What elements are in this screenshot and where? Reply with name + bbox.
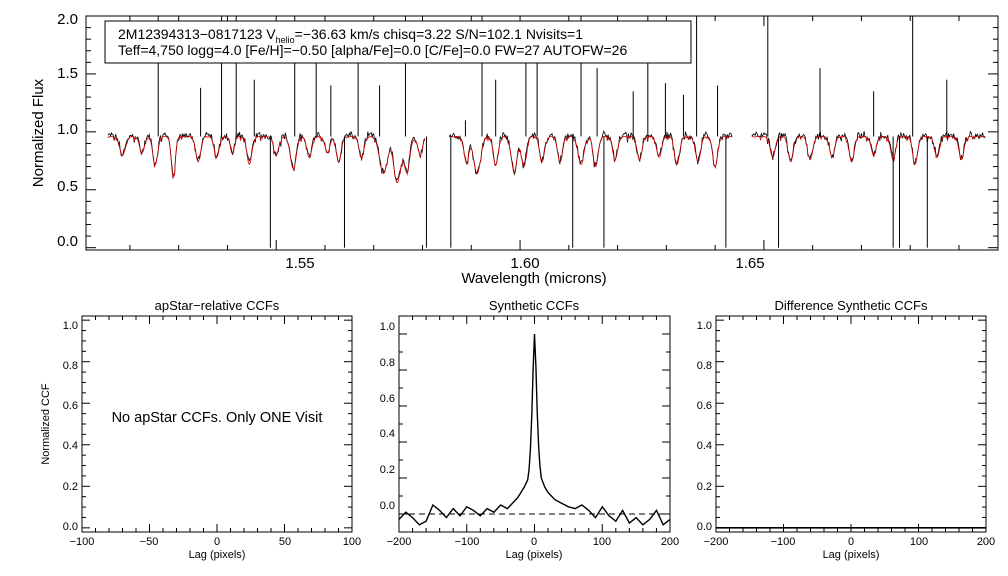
y-tick-label: 0.2 bbox=[63, 481, 78, 493]
spectrum-ticks bbox=[86, 15, 998, 250]
model-spectrum-line bbox=[107, 135, 426, 184]
y-tick-label: 2.0 bbox=[57, 11, 78, 28]
info-line-1-subscript: helio bbox=[276, 35, 295, 45]
x-tick-label: 200 bbox=[977, 536, 995, 548]
y-axis-label: Normalized CCF bbox=[40, 383, 52, 465]
apstar-ccf-panel: apStar−relative CCFs 1.0 0.8 0.6 0.4 0.2… bbox=[40, 298, 361, 561]
y-tick-label: 1.5 bbox=[57, 65, 78, 82]
observed-spectrum-line bbox=[448, 130, 733, 176]
y-tick-label: 0.2 bbox=[697, 481, 712, 493]
x-tick-label: −50 bbox=[140, 536, 159, 548]
x-tick-label: 50 bbox=[279, 536, 291, 548]
x-tick-label: 0 bbox=[848, 536, 854, 548]
x-tick-label: 100 bbox=[910, 536, 928, 548]
info-line-2: Teff=4,750 logg=4.0 [Fe/H]=−0.50 [alpha/… bbox=[118, 42, 627, 58]
panel-title: Synthetic CCFs bbox=[489, 298, 580, 313]
info-line-1-pre: 2M12394313−0817123 V bbox=[118, 26, 276, 42]
y-tick-label: 0.0 bbox=[63, 521, 78, 533]
y-tick-label: 0.4 bbox=[697, 440, 712, 452]
y-tick-label: 0.4 bbox=[380, 428, 395, 440]
y-tick-label: 0.6 bbox=[380, 393, 395, 405]
x-tick-label: 0 bbox=[214, 536, 220, 548]
y-tick-label: 0.8 bbox=[380, 357, 395, 369]
y-tick-label: 0.8 bbox=[63, 360, 78, 372]
synthetic-ccf-ticks bbox=[398, 316, 671, 532]
x-axis-label: Lag (pixels) bbox=[506, 549, 563, 561]
x-tick-label: 100 bbox=[593, 536, 611, 548]
synthetic-ccf-lines bbox=[398, 333, 671, 526]
info-box: 2M12394313−0817123 Vhelio=−36.63 km/s ch… bbox=[104, 20, 692, 64]
x-axis-label: Wavelength (microns) bbox=[461, 270, 606, 287]
x-tick-label: 1.60 bbox=[510, 255, 539, 272]
y-tick-label: 0.5 bbox=[57, 178, 78, 195]
apstar-ccf-ticks bbox=[81, 316, 353, 532]
panel-title: Difference Synthetic CCFs bbox=[775, 298, 928, 313]
x-tick-label: 0 bbox=[531, 536, 537, 548]
no-ccf-annotation: No apStar CCFs. Only ONE Visit bbox=[112, 410, 323, 426]
difference-ccf-panel: Difference Synthetic CCFs 1.0 0.8 0.6 0.… bbox=[697, 298, 995, 561]
synthetic-ccf-panel: Synthetic CCFs 1.0 0.8 0.6 0.4 0.2 0.0 −… bbox=[380, 298, 679, 561]
observed-spectrum-line bbox=[107, 131, 426, 181]
x-tick-label: 200 bbox=[661, 536, 679, 548]
y-tick-label: 0.0 bbox=[380, 500, 395, 512]
y-tick-label: 0.2 bbox=[380, 464, 395, 476]
info-line-1-post: =−36.63 km/s chisq=3.22 S/N=102.1 Nvisit… bbox=[295, 26, 584, 42]
panel-title: apStar−relative CCFs bbox=[155, 298, 280, 313]
y-tick-label: 0.6 bbox=[697, 400, 712, 412]
y-axis-label: Normalized Flux bbox=[30, 78, 47, 187]
x-tick-label: −200 bbox=[704, 536, 729, 548]
x-axis-label: Lag (pixels) bbox=[189, 549, 246, 561]
synthetic-ccf-line bbox=[398, 333, 671, 526]
model-spectrum-line bbox=[751, 135, 986, 166]
x-tick-label: 1.55 bbox=[285, 255, 314, 272]
y-tick-label: 1.0 bbox=[57, 121, 78, 138]
difference-ccf-frame bbox=[715, 315, 987, 533]
x-tick-label: −100 bbox=[771, 536, 796, 548]
x-axis-label: Lag (pixels) bbox=[823, 549, 880, 561]
x-tick-label: 1.65 bbox=[735, 255, 764, 272]
y-tick-label: 1.0 bbox=[697, 320, 712, 332]
y-tick-label: 1.0 bbox=[63, 320, 78, 332]
y-tick-label: 0.8 bbox=[697, 360, 712, 372]
x-tick-label: −100 bbox=[455, 536, 480, 548]
spectrum-frame bbox=[85, 15, 999, 251]
model-spectrum-line bbox=[449, 135, 733, 174]
x-tick-label: 100 bbox=[343, 536, 361, 548]
y-tick-label: 0.4 bbox=[63, 440, 78, 452]
info-box-frame bbox=[104, 20, 692, 64]
y-tick-label: 0.6 bbox=[63, 400, 78, 412]
x-tick-label: −100 bbox=[70, 536, 95, 548]
y-tick-label: 1.0 bbox=[380, 321, 395, 333]
x-tick-label: −200 bbox=[387, 536, 412, 548]
y-tick-label: 0.0 bbox=[697, 521, 712, 533]
info-line-1: 2M12394313−0817123 Vhelio=−36.63 km/s ch… bbox=[118, 26, 583, 45]
spectrum-panel: 2.0 1.5 1.0 0.5 0.0 1.55 1.60 1.65 Wavel… bbox=[30, 11, 999, 287]
y-tick-label: 0.0 bbox=[57, 233, 78, 250]
difference-ccf-ticks bbox=[715, 316, 987, 532]
